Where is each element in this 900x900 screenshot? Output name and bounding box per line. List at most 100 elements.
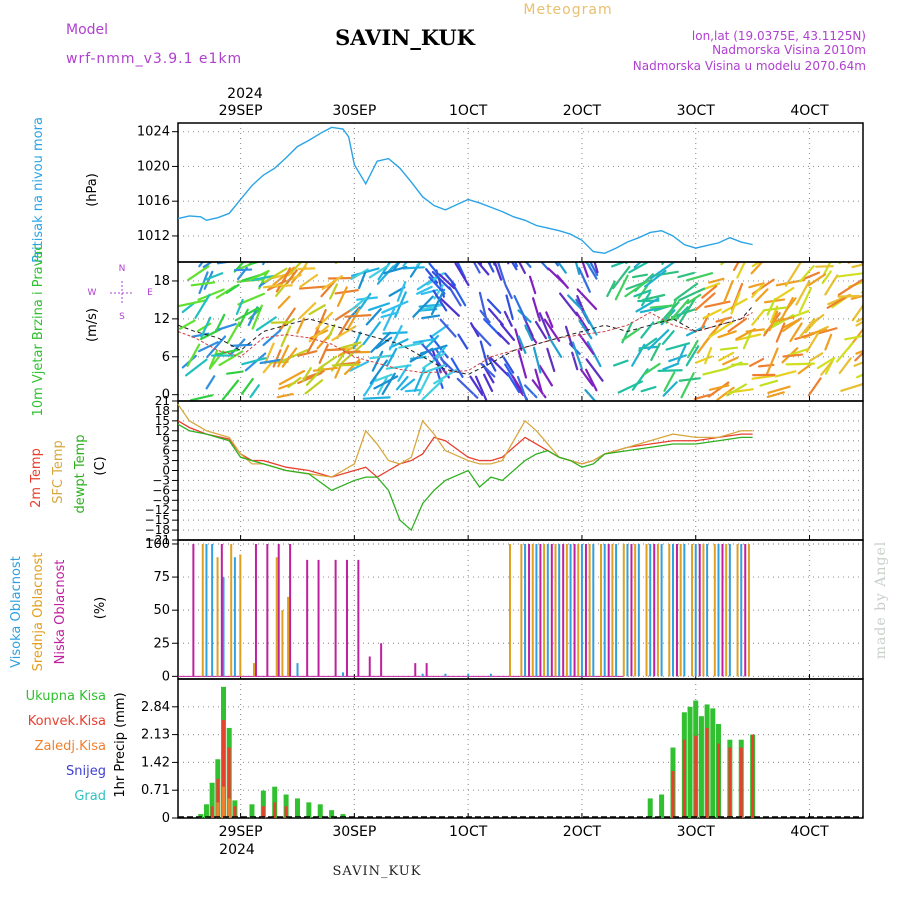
wind-barb	[317, 355, 338, 370]
wind-barb	[416, 285, 433, 295]
top-tick-label: 2OCT	[563, 103, 602, 119]
wind-barb	[719, 346, 739, 351]
wind-barb	[448, 286, 462, 307]
wind-barb	[205, 375, 216, 390]
wind-barb	[693, 393, 712, 400]
wind-barb	[362, 321, 381, 346]
wind-barb	[368, 302, 391, 312]
precip-bar	[340, 814, 346, 818]
wind-barb	[417, 372, 431, 396]
wind-barb	[640, 321, 655, 339]
legend-snow: Snijeg	[66, 764, 106, 779]
y-tick-label: 0	[162, 388, 170, 403]
top-tick-label: 3OCT	[677, 103, 716, 119]
wind-barb	[402, 262, 409, 267]
wind-barb	[736, 262, 747, 279]
wind-compass-icon: N E S W	[88, 264, 154, 322]
y-tick-label: 0	[162, 669, 170, 684]
model-name: wrf-nmm_v3.9.1 e1km	[66, 51, 242, 67]
wind-barb	[650, 342, 661, 362]
wind-barb	[248, 262, 262, 266]
wind-barb	[704, 346, 713, 365]
wind-barb	[501, 355, 515, 374]
wind-barb	[476, 262, 490, 276]
wind-barb	[766, 298, 776, 316]
footer-station: SAVIN_KUK	[333, 864, 422, 879]
wind-barb	[374, 373, 393, 382]
wind-barb	[438, 273, 456, 290]
wind-barb	[855, 349, 863, 355]
wind-barb	[612, 265, 631, 290]
wind-barb	[635, 297, 660, 313]
precip-bar	[216, 778, 220, 818]
wind-barb	[304, 379, 324, 395]
wind-barb	[854, 351, 863, 362]
wind-barb	[349, 360, 370, 372]
bottom-tick-label: 1OCT	[449, 824, 488, 840]
pressure-unit: (hPa)	[85, 173, 100, 207]
precip-bar	[249, 804, 255, 818]
wind-barb	[488, 262, 492, 264]
y-tick-label: −6	[152, 483, 170, 497]
wind-barb	[496, 262, 507, 285]
wind-barb	[680, 372, 695, 399]
wind-barb	[450, 357, 464, 378]
wind-barb	[574, 262, 581, 275]
precip-bar	[198, 814, 204, 818]
precip-bar	[739, 747, 743, 818]
wind-barb	[662, 362, 680, 371]
wind-barb	[439, 318, 457, 338]
wind-barb	[296, 317, 306, 335]
wind-barb	[197, 288, 225, 301]
wind-barb	[799, 264, 815, 283]
compass-letter: W	[88, 288, 97, 298]
wind-unit: (m/s)	[85, 308, 100, 342]
wind-barb	[807, 377, 822, 397]
precip-bar	[294, 798, 300, 818]
wind-barb	[759, 379, 779, 387]
wind-barb	[197, 341, 219, 353]
wind-barb	[717, 330, 737, 339]
precip-bar	[222, 720, 226, 818]
top-tick-label: 30SEP	[332, 103, 376, 119]
wind-barb	[766, 391, 785, 398]
wind-barb	[528, 275, 537, 295]
precip-bar	[233, 806, 237, 818]
wind-barb	[277, 295, 291, 309]
cloud-low-ylabel: Niska Oblacnost	[53, 560, 68, 665]
y-tick-label: 1020	[137, 159, 170, 174]
wind-barb	[578, 267, 591, 293]
wind-barb	[730, 292, 741, 315]
wind-barb	[396, 280, 407, 302]
y-tick-label: −21	[145, 533, 170, 547]
wind-barb	[785, 362, 816, 366]
wind-barb	[504, 283, 513, 300]
wind-barb	[649, 262, 675, 280]
wind-barb	[478, 291, 487, 319]
wind-barb	[417, 304, 443, 312]
wind-barb	[343, 358, 361, 376]
wind-barb	[808, 328, 828, 336]
wind-barb	[202, 262, 214, 269]
top-time-ticks: 29SEP 30SEP 1OCT 2OCT 3OCT 4OCT	[219, 103, 830, 119]
wind-barb	[270, 320, 292, 324]
wind-barb	[718, 351, 735, 362]
wind-barb	[281, 347, 298, 368]
wind-barb	[775, 322, 786, 343]
y-tick-label: −9	[152, 493, 170, 507]
wind-barb	[215, 348, 240, 356]
wind-barb	[751, 262, 762, 268]
wind-barb	[382, 307, 396, 332]
wind-barb	[428, 276, 446, 295]
wind-barb	[425, 334, 440, 349]
wind-barb	[497, 331, 510, 345]
wind-barbs	[178, 262, 863, 401]
wind-barb	[640, 385, 657, 393]
wind-barb	[250, 269, 270, 281]
wind-barb	[742, 329, 753, 350]
coords-label: lon,lat (19.0375E, 43.1125N)	[692, 29, 866, 43]
wind-barb	[581, 262, 589, 278]
wind-barb	[774, 316, 795, 323]
wind-barb	[218, 350, 244, 367]
wind-barb	[506, 262, 510, 265]
